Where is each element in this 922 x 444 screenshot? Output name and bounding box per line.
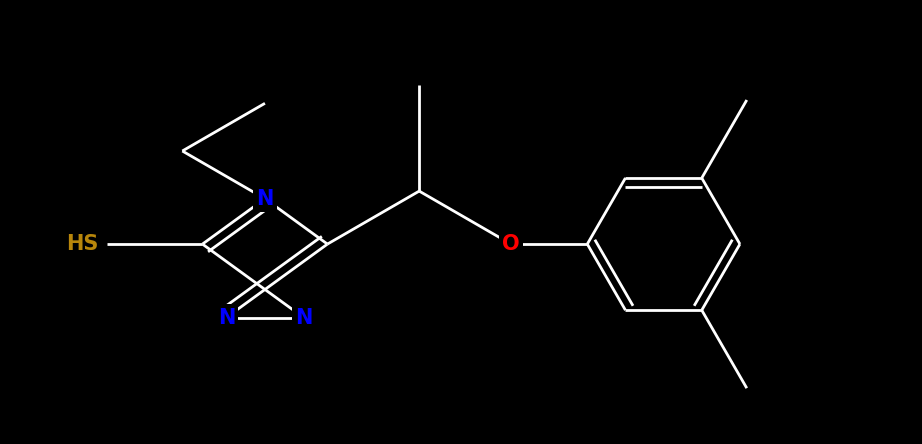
Text: N: N [295,308,313,328]
Text: HS: HS [66,234,99,254]
Text: O: O [502,234,520,254]
Text: N: N [256,189,274,209]
Text: N: N [218,308,235,328]
